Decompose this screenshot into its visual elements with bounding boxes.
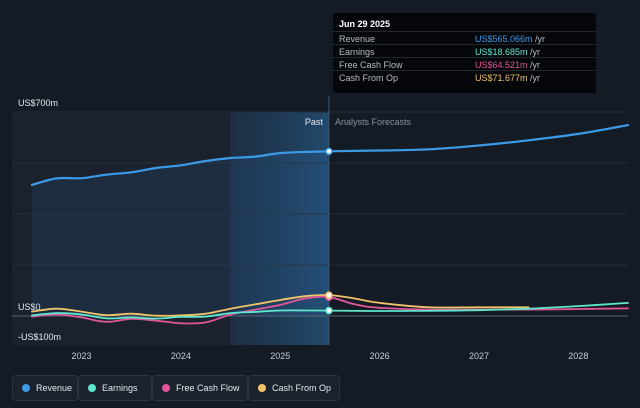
x-tick-label: 2026 — [370, 351, 390, 361]
earnings-line — [31, 302, 629, 320]
tooltip-row-cash-from-op: Cash From Op US$71.677m /yr — [333, 70, 596, 84]
tooltip-value: US$565.066m — [475, 34, 533, 44]
tooltip-value: US$71.677m — [475, 73, 528, 83]
past-label: Past — [305, 117, 324, 127]
forecast-label: Analysts Forecasts — [335, 117, 412, 127]
tooltip-value: US$18.685m — [475, 47, 528, 57]
tooltip-unit: /yr — [527, 60, 541, 70]
y-tick-label: US$0 — [18, 302, 41, 312]
x-tick-label: 2028 — [568, 351, 588, 361]
legend-label: Revenue — [36, 383, 73, 393]
revenue-dot-icon — [22, 384, 30, 392]
legend-item-free-cash-flow[interactable]: Free Cash Flow — [152, 375, 248, 401]
legend-item-cash-from-op[interactable]: Cash From Op — [248, 375, 340, 401]
legend-label: Free Cash Flow — [176, 383, 240, 393]
tooltip-date: Jun 29 2025 — [339, 19, 391, 29]
earnings-marker — [325, 306, 333, 315]
revenue-marker — [325, 147, 333, 156]
legend-item-earnings[interactable]: Earnings — [78, 375, 152, 401]
cash-from-op-marker — [325, 291, 333, 299]
legend-label: Cash From Op — [272, 383, 332, 393]
free-cash-flow-dot-icon — [162, 384, 170, 392]
cash-from-op-dot-icon — [258, 384, 266, 392]
tooltip-label: Revenue — [339, 34, 376, 44]
tooltip-row-free-cash-flow: Free Cash Flow US$64.521m /yr — [333, 57, 596, 71]
tooltip-unit: /yr — [532, 34, 546, 44]
earnings-dot-icon — [88, 384, 96, 392]
revenue-line — [30, 124, 630, 186]
legend-item-revenue[interactable]: Revenue — [12, 375, 78, 401]
tooltip-label: Earnings — [339, 47, 375, 57]
tooltip-row-earnings: Earnings US$18.685m /yr — [333, 44, 596, 58]
x-tick-label: 2025 — [270, 351, 290, 361]
tooltip-value: US$64.521m — [475, 60, 528, 70]
tooltip-label: Cash From Op — [339, 73, 399, 83]
y-tick-label: -US$100m — [18, 332, 61, 342]
tooltip-row-revenue: Revenue US$565.066m /yr — [333, 31, 596, 45]
x-tick-label: 2024 — [171, 351, 191, 361]
revenue-area — [31, 151, 329, 316]
tooltip-label: Free Cash Flow — [339, 60, 403, 70]
tooltip-unit: /yr — [527, 47, 541, 57]
tooltip-unit: /yr — [527, 73, 541, 83]
y-tick-label: US$700m — [18, 98, 58, 108]
cash-from-op-line — [31, 294, 530, 317]
x-tick-label: 2023 — [72, 351, 92, 361]
tooltip: Jun 29 2025 Revenue US$565.066m /yr Earn… — [333, 13, 596, 93]
x-tick-label: 2027 — [469, 351, 489, 361]
legend-label: Earnings — [102, 383, 138, 393]
